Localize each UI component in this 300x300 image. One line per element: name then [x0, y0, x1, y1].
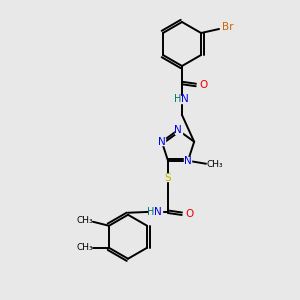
Text: Br: Br	[222, 22, 234, 32]
Bar	[176, 95, 188, 103]
Bar	[148, 208, 161, 215]
Bar	[182, 210, 188, 217]
Bar	[175, 127, 182, 134]
Text: S: S	[165, 173, 171, 183]
Text: CH₃: CH₃	[76, 243, 93, 252]
Text: N: N	[184, 156, 192, 166]
Text: CH₃: CH₃	[76, 216, 93, 225]
Text: O: O	[199, 80, 207, 90]
Text: O: O	[185, 209, 193, 219]
Text: H: H	[174, 94, 182, 104]
Text: N: N	[174, 125, 182, 135]
Bar	[184, 157, 191, 164]
Text: N: N	[154, 207, 162, 217]
Text: H: H	[147, 207, 155, 217]
Bar	[196, 82, 202, 88]
Bar	[158, 138, 165, 145]
Text: N: N	[158, 137, 166, 147]
Text: N: N	[181, 94, 189, 104]
Bar	[164, 174, 172, 181]
Text: CH₃: CH₃	[207, 160, 223, 169]
